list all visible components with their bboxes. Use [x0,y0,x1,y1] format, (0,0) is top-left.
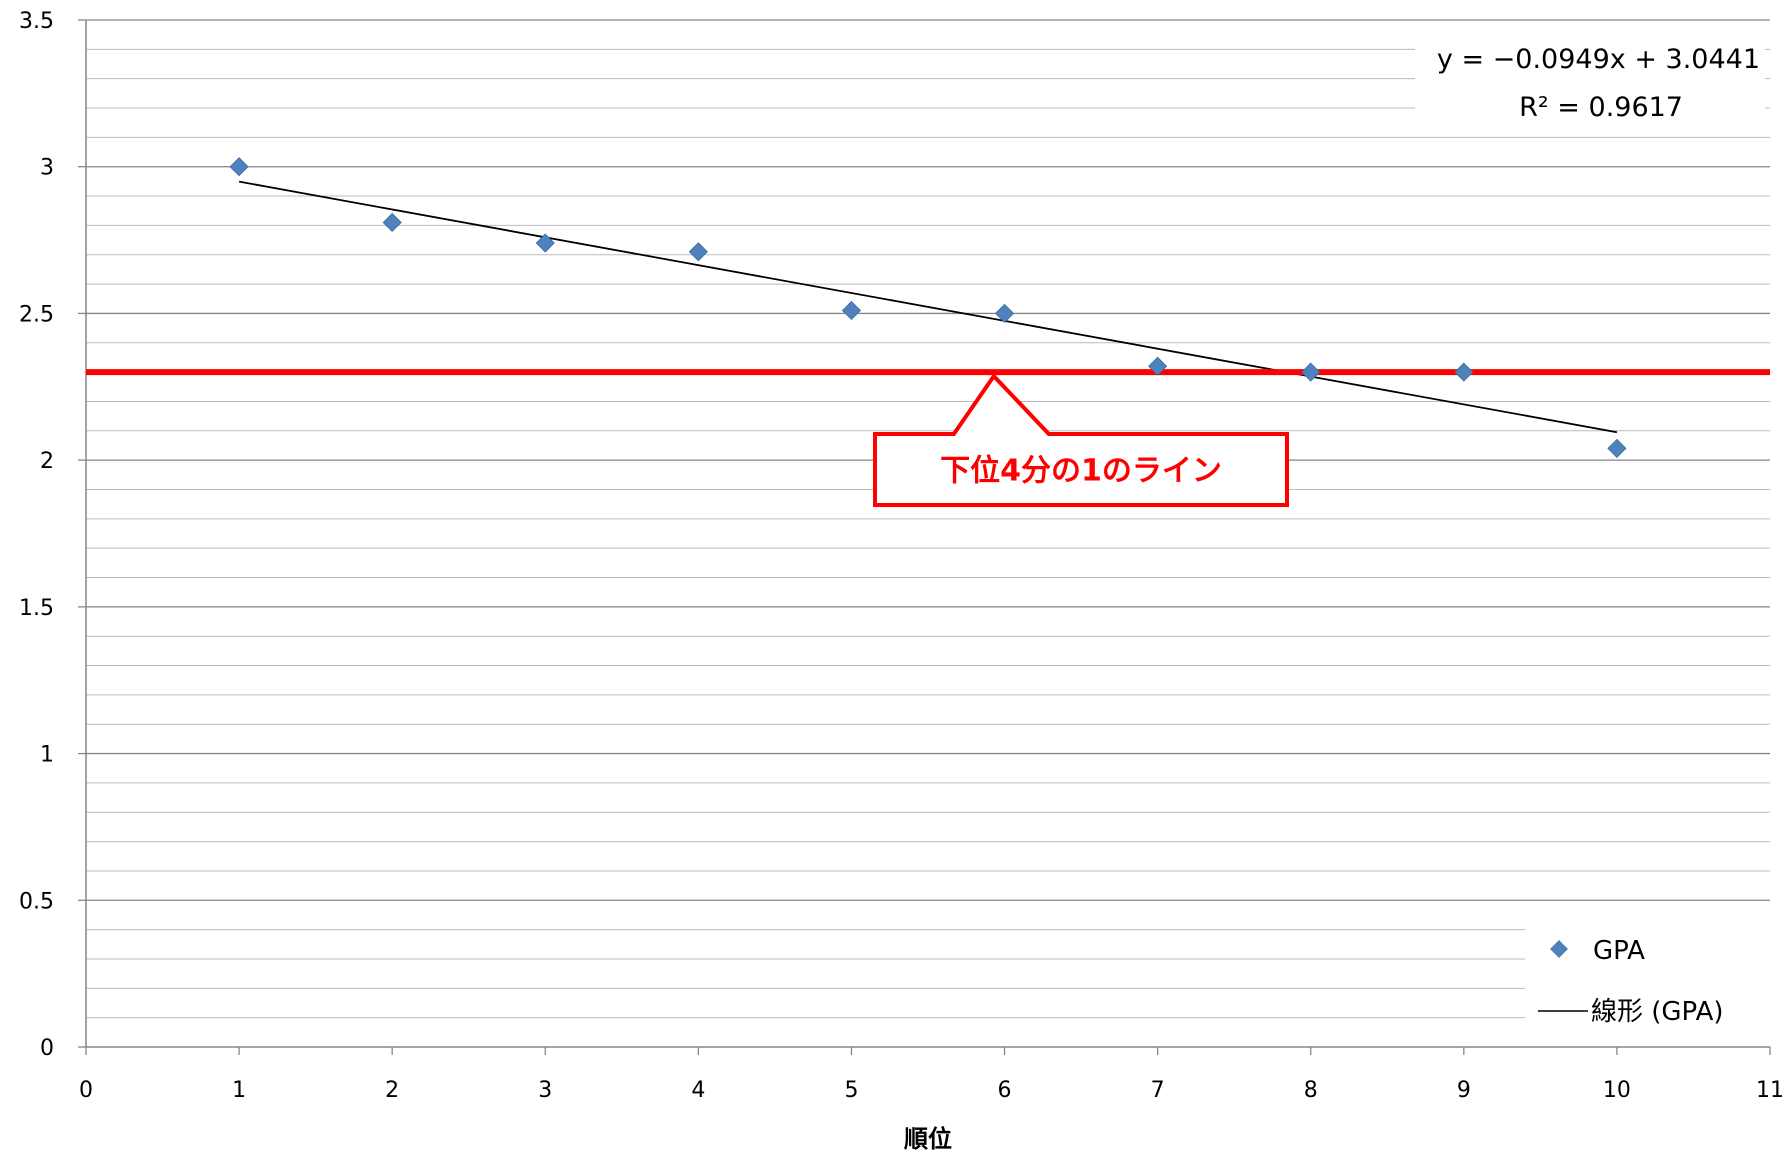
legend-label-trendline: 線形 (GPA) [1591,997,1724,1027]
y-tick-label: 2 [40,449,54,474]
data-point [994,303,1015,323]
y-tick-label: 1 [40,743,54,768]
data-point [1301,362,1321,382]
x-tick-label: 8 [1304,1078,1318,1103]
x-axis-title: 順位 [904,1125,952,1152]
callout-box [873,372,1289,507]
x-tick-label: 2 [385,1078,399,1103]
minor-gridlines [86,48,1770,1019]
data-point [1148,356,1168,376]
data-points [229,157,1627,458]
y-tick-label: 2.5 [19,302,54,327]
y-tick-label: 1.5 [19,596,54,621]
legend: GPA 線形 (GPA) [1525,915,1770,1037]
data-point [1607,438,1627,458]
y-tick-label: 0.5 [19,889,54,914]
x-axis-tick-labels: 0 1 2 3 4 5 6 7 8 9 10 11 [79,1078,1784,1103]
equation-background [1415,30,1765,130]
x-tick-label: 7 [1151,1078,1165,1103]
data-point [688,242,708,262]
trendline-group [238,180,1618,434]
trendline [238,180,1618,434]
x-tick-label: 9 [1457,1078,1471,1103]
r-squared-text: R² = 0.9617 [1519,92,1683,123]
x-tick-label: 6 [998,1078,1012,1103]
x-tick-label: 10 [1603,1078,1631,1103]
x-tick-label: 4 [691,1078,705,1103]
legend-label-gpa: GPA [1593,936,1645,966]
x-tick-label: 0 [79,1078,93,1103]
data-point [382,212,402,233]
y-tick-label: 3.5 [19,9,54,34]
legend-diamond-marker [1550,940,1568,958]
y-tick-label: 0 [40,1036,54,1061]
axes [78,19,1771,1055]
trendline-equation: y = −0.0949x + 3.0441 R² = 0.9617 [1415,30,1765,130]
x-tick-label: 11 [1756,1078,1784,1103]
equation-text: y = −0.0949x + 3.0441 [1437,44,1760,75]
y-axis-tick-labels: 0 0.5 1 1.5 2 2.5 3 3.5 [19,9,54,1061]
data-point [535,233,555,253]
x-tick-label: 5 [844,1078,858,1103]
legend-background [1525,915,1770,1037]
data-point [229,157,249,177]
data-point [841,300,862,321]
callout-group: 下位4分の1のライン [873,372,1289,507]
major-gridlines [86,19,1770,901]
x-tick-label: 1 [232,1078,246,1103]
y-tick-label: 3 [40,156,54,181]
callout-label: 下位4分の1のライン [940,454,1222,489]
data-point [1454,362,1474,382]
x-tick-label: 3 [538,1078,552,1103]
